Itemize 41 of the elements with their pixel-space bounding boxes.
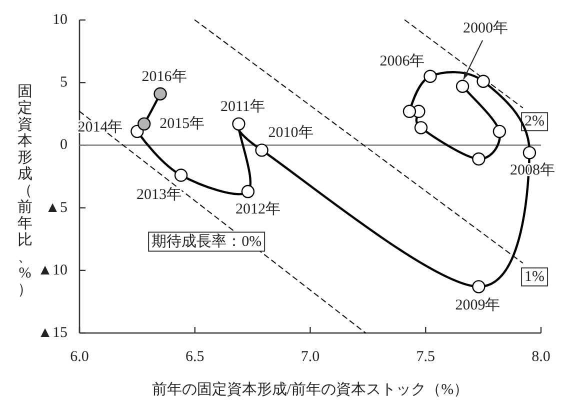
x-axis-title: 前年の固定資本形成/前年の資本ストック（%） [152, 381, 469, 398]
x-tick-label: 7.0 [300, 349, 320, 365]
annotation: 2000年 [463, 20, 508, 80]
series-label: 期待成長率：0% [152, 233, 262, 250]
x-tick-label: 7.5 [416, 349, 435, 365]
series-label: 2% [524, 114, 545, 130]
point [472, 152, 486, 166]
annotation: 2012年 [235, 202, 280, 218]
annotation: 2015年 [160, 116, 205, 132]
y-tick-label: 10 [52, 12, 68, 28]
point [476, 74, 490, 88]
point [456, 80, 470, 93]
annotation: 2011年 [220, 98, 265, 115]
x-tick-label: 6.5 [186, 349, 204, 365]
point [414, 121, 428, 134]
annotation: 2000年 [463, 19, 508, 36]
point [402, 104, 416, 118]
annotation: 2013年 [136, 187, 182, 204]
point [522, 146, 536, 160]
point [241, 184, 255, 198]
annotation: 2016年 [142, 68, 187, 85]
y-tick-label: 0 [60, 137, 68, 154]
y-tick-label: ▲15 [38, 325, 68, 341]
point [232, 117, 246, 131]
series-label: 1% [524, 268, 545, 285]
y-tick-label: 5 [60, 74, 68, 91]
point [472, 280, 486, 294]
annotation: 2006年 [380, 53, 425, 70]
y-tick-label: ▲5 [45, 200, 68, 216]
point [424, 70, 437, 83]
point [154, 87, 167, 100]
point [138, 117, 151, 131]
point [492, 124, 506, 138]
y-axis-title: 固定資本形成（前年比、%） [18, 84, 32, 298]
x-tick-label: 8.0 [532, 349, 550, 365]
annotation: 2009年 [455, 298, 500, 314]
y-tick-label: ▲10 [38, 262, 68, 278]
point [255, 144, 268, 157]
point [174, 168, 188, 182]
x-tick-label: 6.0 [70, 349, 89, 365]
annotation: 2010年 [268, 125, 314, 142]
